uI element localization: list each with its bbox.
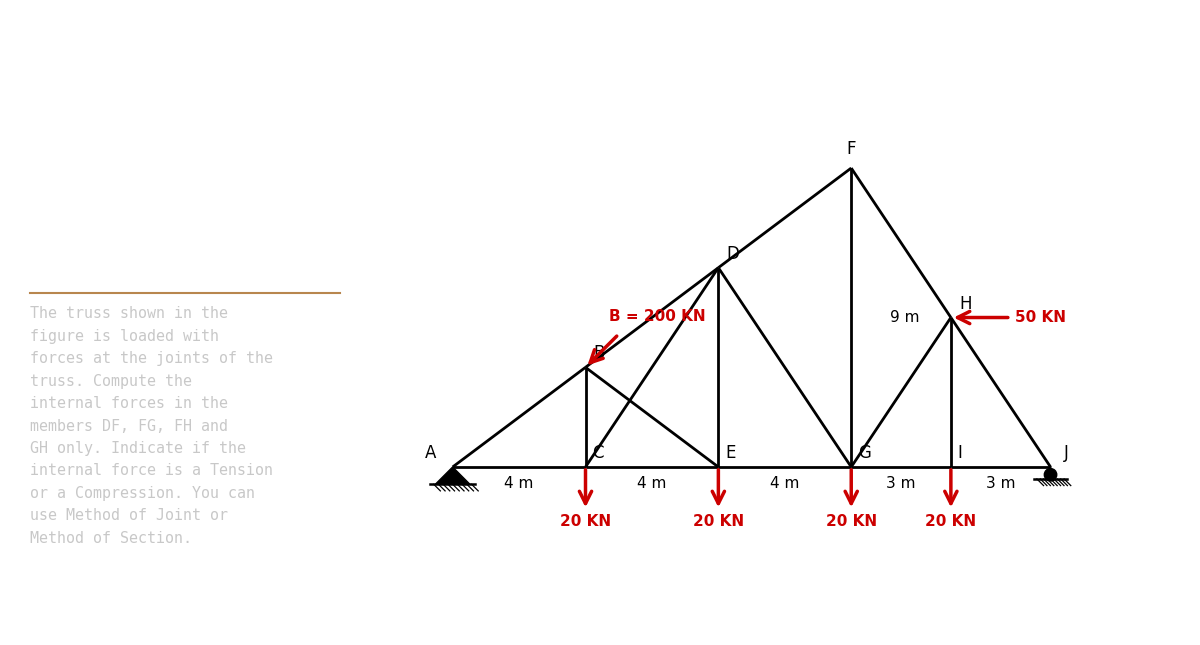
Text: 50 KN: 50 KN	[1015, 310, 1066, 325]
Text: I: I	[958, 444, 962, 462]
Text: A: A	[425, 444, 436, 462]
Text: F: F	[846, 140, 856, 158]
Text: J: J	[1064, 444, 1069, 462]
Text: 20 KN: 20 KN	[826, 514, 877, 529]
Text: The truss shown in the
figure is loaded with
forces at the joints of the
truss. : The truss shown in the figure is loaded …	[30, 306, 272, 546]
Text: G: G	[858, 444, 871, 462]
Polygon shape	[436, 467, 470, 484]
Text: C: C	[592, 444, 604, 462]
Text: 9 m: 9 m	[889, 310, 919, 325]
Text: D: D	[727, 244, 739, 263]
Text: 4 m: 4 m	[637, 476, 667, 491]
Text: 20 KN: 20 KN	[925, 514, 977, 529]
Text: 20 KN: 20 KN	[560, 514, 611, 529]
Text: 3 m: 3 m	[986, 476, 1015, 491]
Text: ANALYSIS OF
STRUCTURE: ANALYSIS OF STRUCTURE	[37, 155, 314, 226]
Text: 4 m: 4 m	[504, 476, 534, 491]
Text: B = 200 KN: B = 200 KN	[608, 309, 706, 324]
Text: H: H	[959, 295, 972, 313]
Text: 3 m: 3 m	[887, 476, 916, 491]
Text: 4 m: 4 m	[770, 476, 799, 491]
Text: B: B	[594, 344, 605, 362]
Text: 20 KN: 20 KN	[692, 514, 744, 529]
Circle shape	[1044, 468, 1057, 481]
Text: E: E	[725, 444, 736, 462]
